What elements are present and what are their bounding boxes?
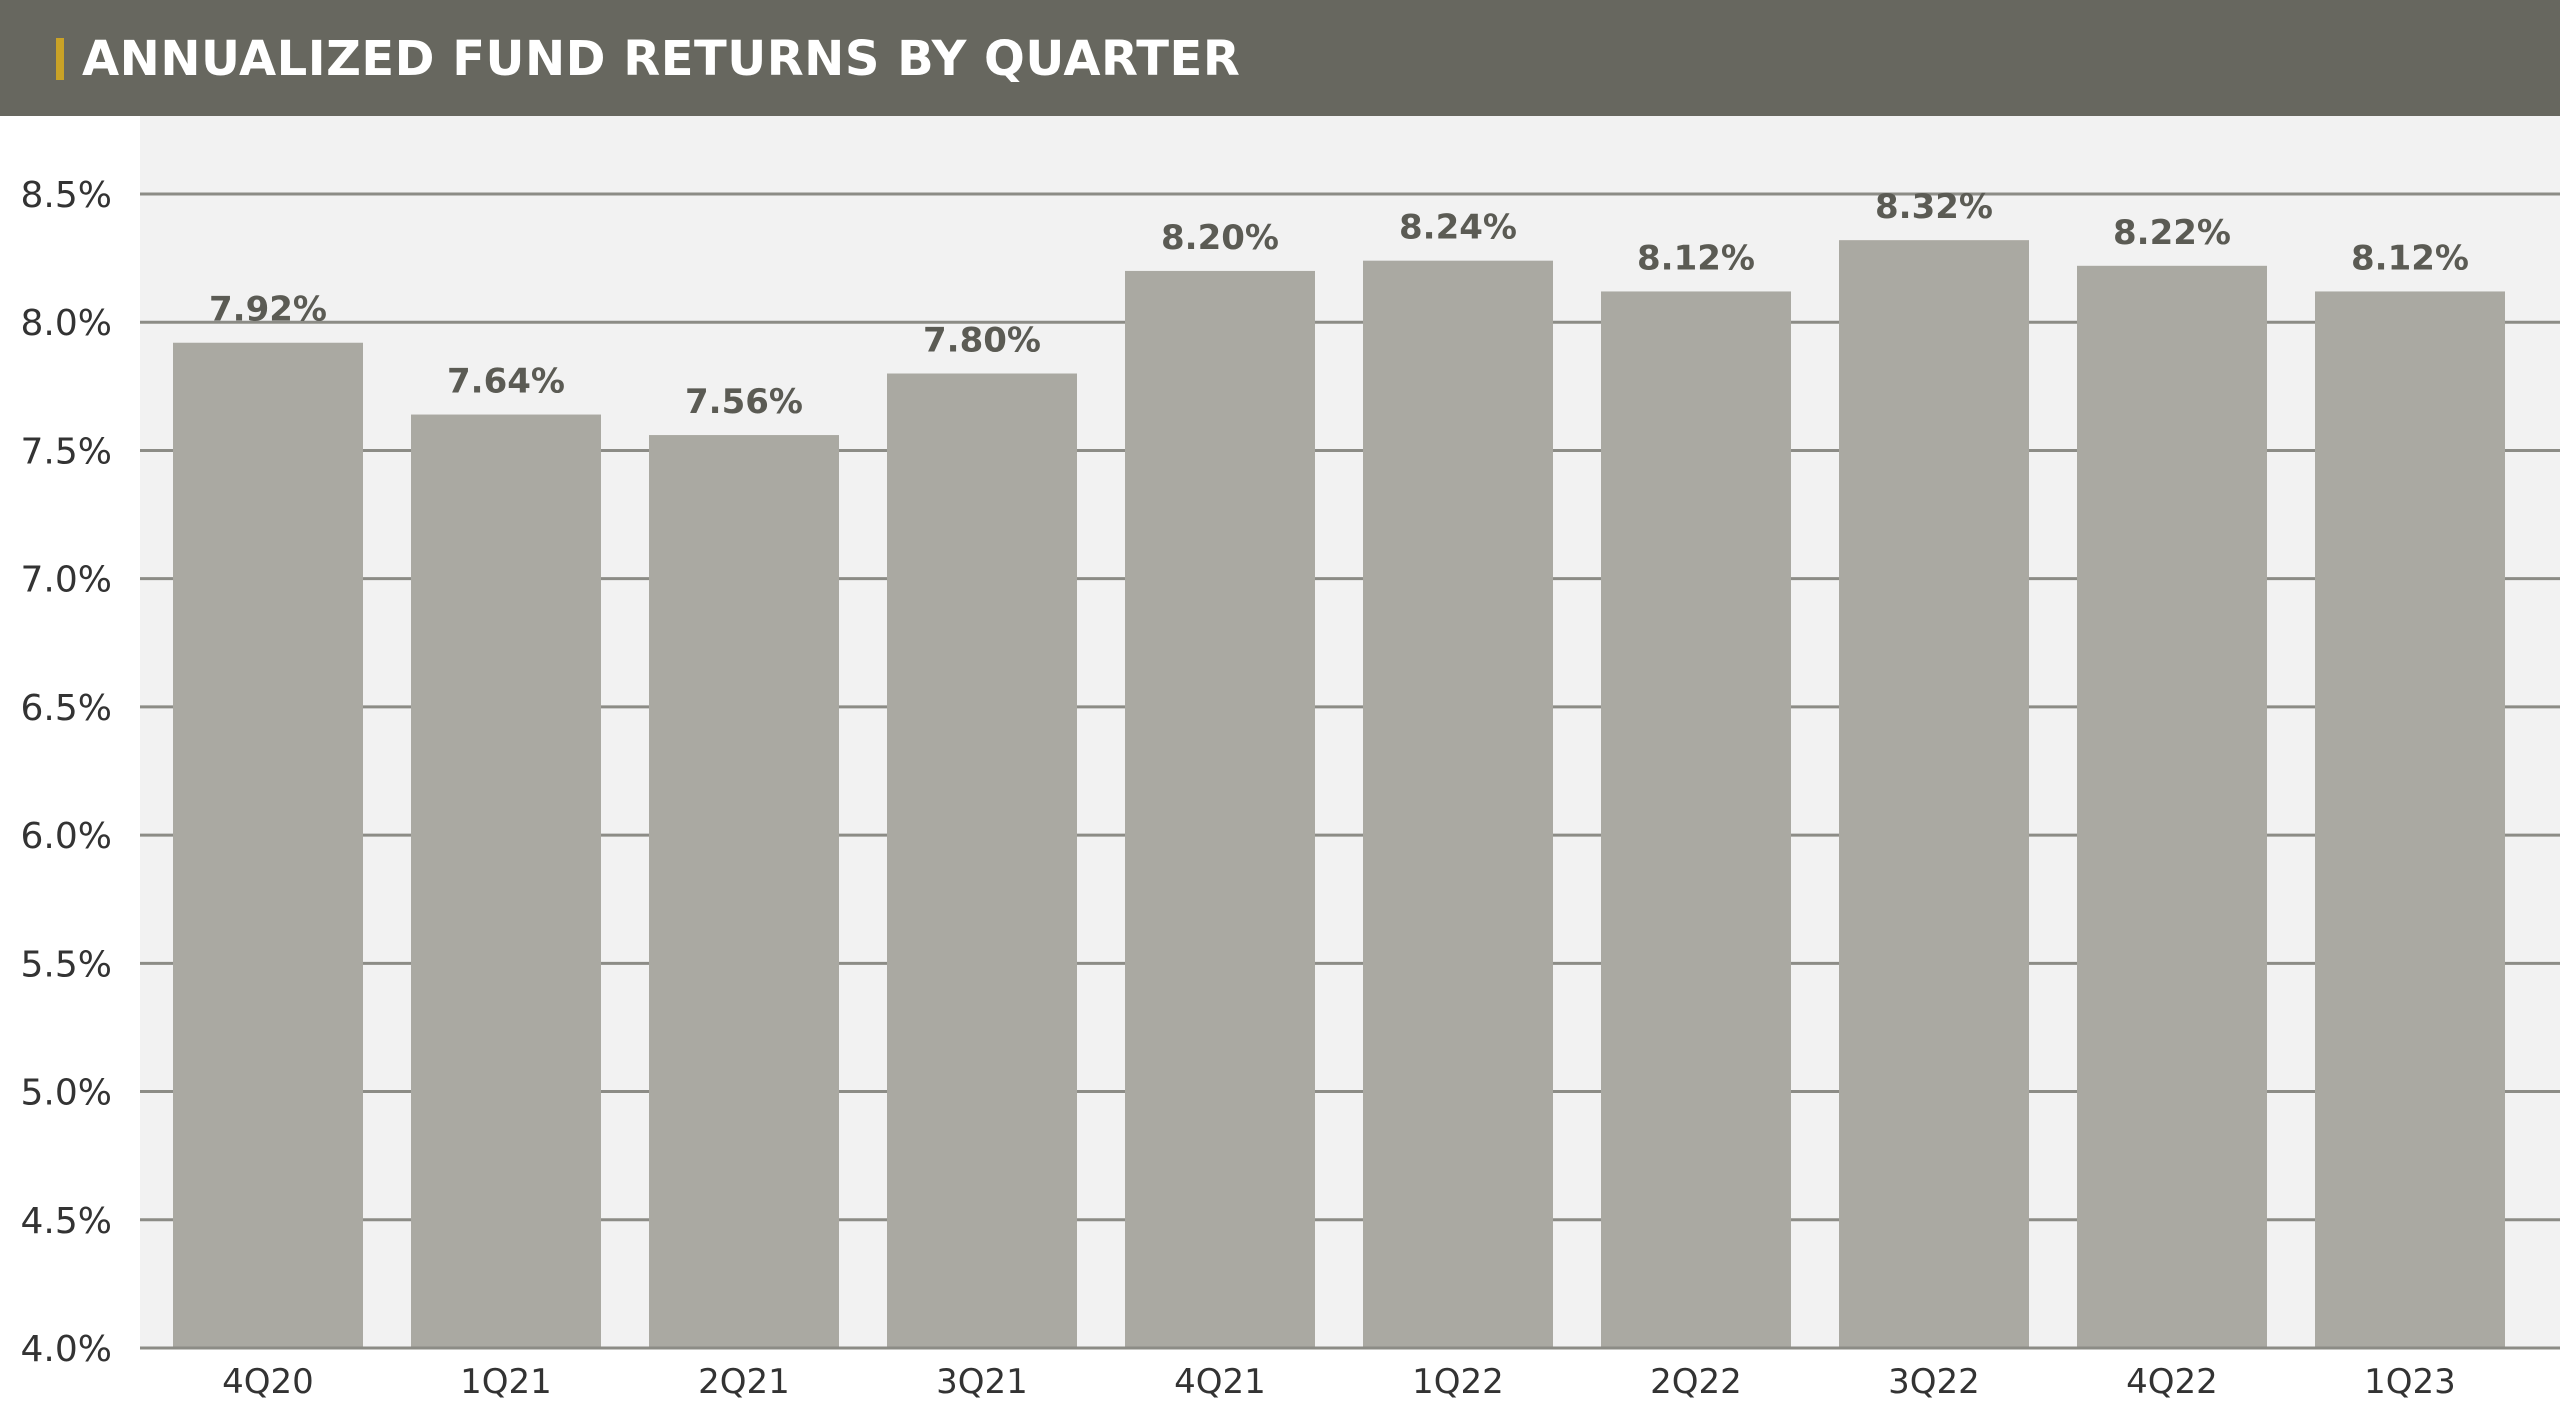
x-tick-label: 4Q20 (222, 1362, 314, 1402)
x-tick-label: 2Q22 (1650, 1362, 1742, 1402)
data-label: 8.12% (2351, 238, 2469, 278)
bar-chart: 4.0% 4.5% 5.0% 5.5% 6.0% 6.5% 7.0% 7.5% 8.0% 8.5%… (21, 116, 2560, 1402)
data-label: 8.12% (1637, 238, 1755, 278)
bar (1363, 260, 1553, 1348)
data-label: 8.22% (2113, 213, 2231, 253)
bar (887, 373, 1077, 1348)
bar (411, 414, 601, 1348)
y-tick-label: 7.5% (21, 431, 112, 472)
data-label: 7.92% (209, 290, 327, 330)
data-label: 8.32% (1875, 187, 1993, 227)
data-label: 7.80% (923, 321, 1041, 361)
y-tick-label: 6.0% (21, 816, 112, 857)
y-tick-label: 5.5% (21, 944, 112, 985)
bar (1125, 270, 1315, 1348)
y-tick-label: 8.5% (21, 175, 112, 216)
y-tick-label: 4.5% (21, 1201, 112, 1242)
data-label: 7.56% (685, 382, 803, 422)
header-accent-bar (56, 38, 64, 80)
y-tick-label: 6.5% (21, 688, 112, 729)
x-tick-label: 3Q21 (936, 1362, 1028, 1402)
x-tick-label: 3Q22 (1888, 1362, 1980, 1402)
x-tick-label: 1Q23 (2364, 1362, 2456, 1402)
chart-title: ANNUALIZED FUND RETURNS BY QUARTER (82, 31, 1241, 87)
x-tick-label: 1Q22 (1412, 1362, 1504, 1402)
chart-area: 4.0% 4.5% 5.0% 5.5% 6.0% 6.5% 7.0% 7.5% 8.0% 8.5%… (0, 116, 2560, 1421)
bar (1839, 240, 2029, 1348)
y-tick-label: 5.0% (21, 1073, 112, 1114)
y-tick-label: 4.0% (21, 1329, 112, 1370)
bar (1601, 291, 1791, 1349)
x-tick-label: 4Q22 (2126, 1362, 2218, 1402)
x-tick-label: 4Q21 (1174, 1362, 1266, 1402)
bar (2077, 265, 2267, 1348)
x-tick-label: 2Q21 (698, 1362, 790, 1402)
x-tick-label: 1Q21 (460, 1362, 552, 1402)
y-tick-label: 8.0% (21, 303, 112, 344)
bar (649, 435, 839, 1349)
y-tick-label: 7.0% (21, 560, 112, 601)
data-label: 8.24% (1399, 208, 1517, 248)
data-label: 8.20% (1161, 218, 1279, 258)
bar (2315, 291, 2505, 1349)
chart-header: ANNUALIZED FUND RETURNS BY QUARTER (0, 0, 2560, 116)
data-label: 7.64% (447, 362, 565, 402)
bar (173, 342, 363, 1348)
